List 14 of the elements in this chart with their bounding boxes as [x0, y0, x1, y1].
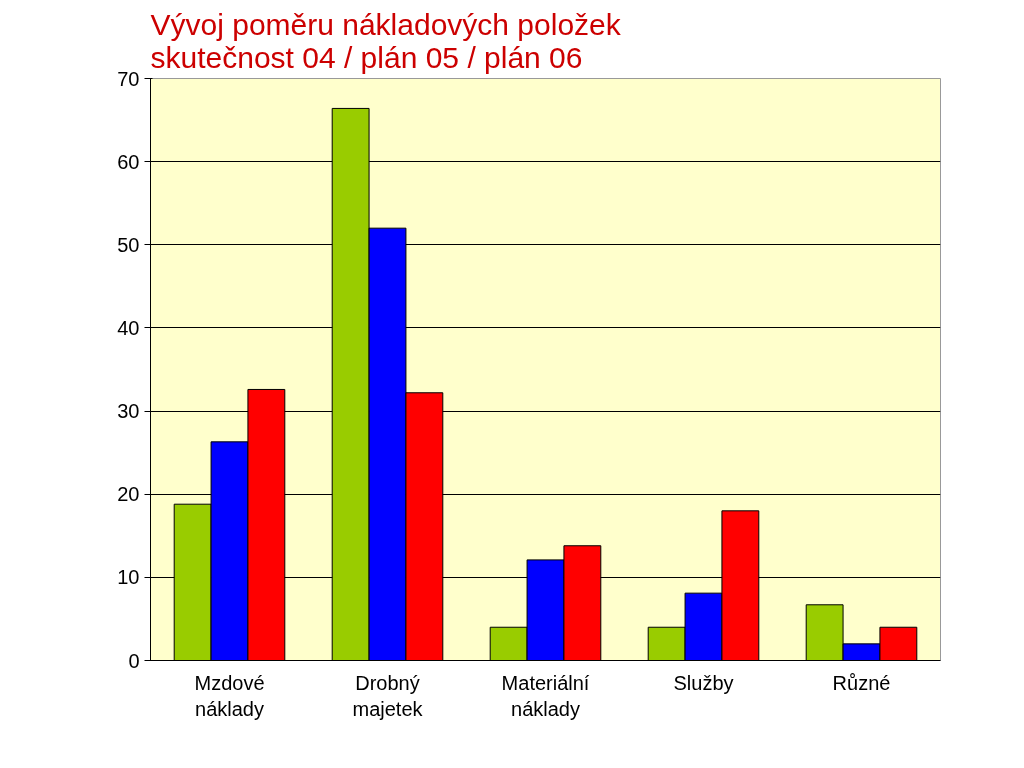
y-tick-label: 0 [128, 649, 140, 672]
x-tick-label: Služby [673, 671, 734, 694]
y-tick-label: 30 [117, 400, 140, 423]
y-tick-label: 20 [117, 483, 140, 506]
y-tick-label: 70 [117, 67, 140, 90]
y-tick-label: 10 [117, 566, 140, 589]
x-tick-label: Různé [832, 671, 891, 694]
y-tick-label: 40 [117, 316, 140, 339]
y-tick-label: 50 [117, 233, 140, 256]
x-tick-label: Materiální náklady [501, 671, 590, 720]
chart-title: Vývoj poměru nákladových položek skutečnost 04 / plán 05 / plán 06 [150, 7, 622, 74]
x-tick-label: Drobný majetek [352, 671, 424, 720]
x-tick-label: Mzdové náklady [194, 671, 265, 720]
y-tick-label: 60 [117, 150, 140, 173]
